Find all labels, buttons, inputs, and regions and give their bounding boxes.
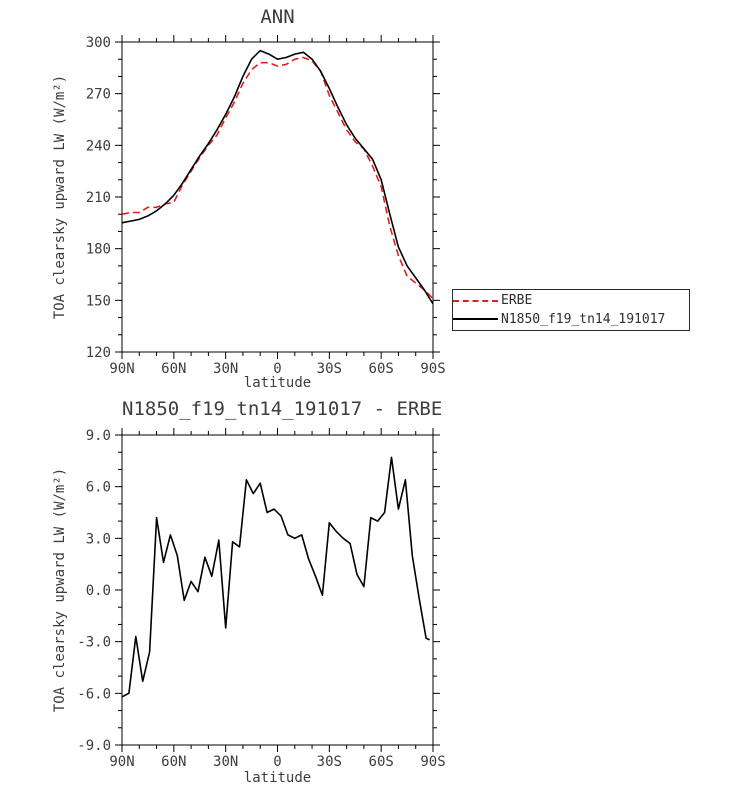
x-tick-label: 0 [273, 754, 281, 770]
line-n1850-f19-tn14-191017-erbe [121, 456, 430, 698]
y-tick-label: -6.0 [77, 686, 111, 702]
x-tick-label: 30S [317, 754, 342, 770]
y-tick-label: 300 [86, 35, 111, 51]
y-tick-label: -9.0 [77, 738, 111, 754]
x-tick-label: 60N [161, 754, 186, 770]
x-tick-label: 0 [273, 361, 281, 377]
model-solid-line-sample [453, 318, 498, 321]
y-tick-label: 270 [86, 87, 111, 103]
plot-frame [121, 41, 434, 353]
x-tick-label: 60S [369, 754, 394, 770]
y-tick-label: 240 [86, 138, 111, 154]
x-tick-label: 90S [420, 361, 445, 377]
bottom-chart-title: N1850_f19_tn14_191017 - ERBE [122, 398, 443, 420]
bottom-chart-ylabel: TOA clearsky upward LW (W/m²) [52, 467, 68, 713]
legend-entry-model: N1850_f19_tn14_191017 [453, 310, 689, 328]
bottom-chart-plot: 90N 60N 30N 0 30S 60S 90S -9.0 -6.0 -3.0 0.0 3.0 6.0… [77, 428, 446, 770]
top-chart-xlabel: latitude [243, 375, 312, 391]
x-tick-label: 30N [213, 361, 238, 377]
x-tick-label: 90S [420, 754, 445, 770]
y-tick-label: 9.0 [86, 428, 111, 444]
x-tick-label: 60S [369, 361, 394, 377]
legend-entry-erbe: ERBE [453, 292, 689, 310]
y-tick-label: 120 [86, 345, 111, 361]
y-tick-label: 6.0 [86, 480, 111, 496]
line-n1850-f19-tn14-191017 [121, 49, 434, 305]
top-chart-plot: 90N 60N 30N 0 30S 60S 90S 120 150 180 210 240 270 300 [86, 35, 446, 377]
x-tick-label: 90N [109, 361, 134, 377]
y-tick-label: 3.0 [86, 531, 111, 547]
top-chart-ylabel: TOA clearsky upward LW (W/m²) [52, 74, 68, 320]
legend-label-model: N1850_f19_tn14_191017 [501, 311, 666, 327]
plot-frame [121, 434, 434, 746]
x-tick-label: 90N [109, 754, 134, 770]
x-tick-label: 30N [213, 754, 238, 770]
line-erbe [121, 56, 434, 300]
erbe-dashed-line-sample [453, 299, 498, 302]
y-tick-label: 0.0 [86, 583, 111, 599]
legend: ERBE N1850_f19_tn14_191017 [452, 289, 690, 331]
x-tick-label: 30S [317, 361, 342, 377]
y-tick-label: 150 [86, 293, 111, 309]
top-chart-title: ANN [260, 6, 295, 28]
y-tick-label: 180 [86, 242, 111, 258]
legend-label-erbe: ERBE [501, 293, 533, 309]
x-tick-label: 60N [161, 361, 186, 377]
y-tick-label: 210 [86, 190, 111, 206]
bottom-chart-xlabel: latitude [243, 770, 312, 786]
y-tick-label: -3.0 [77, 635, 111, 651]
